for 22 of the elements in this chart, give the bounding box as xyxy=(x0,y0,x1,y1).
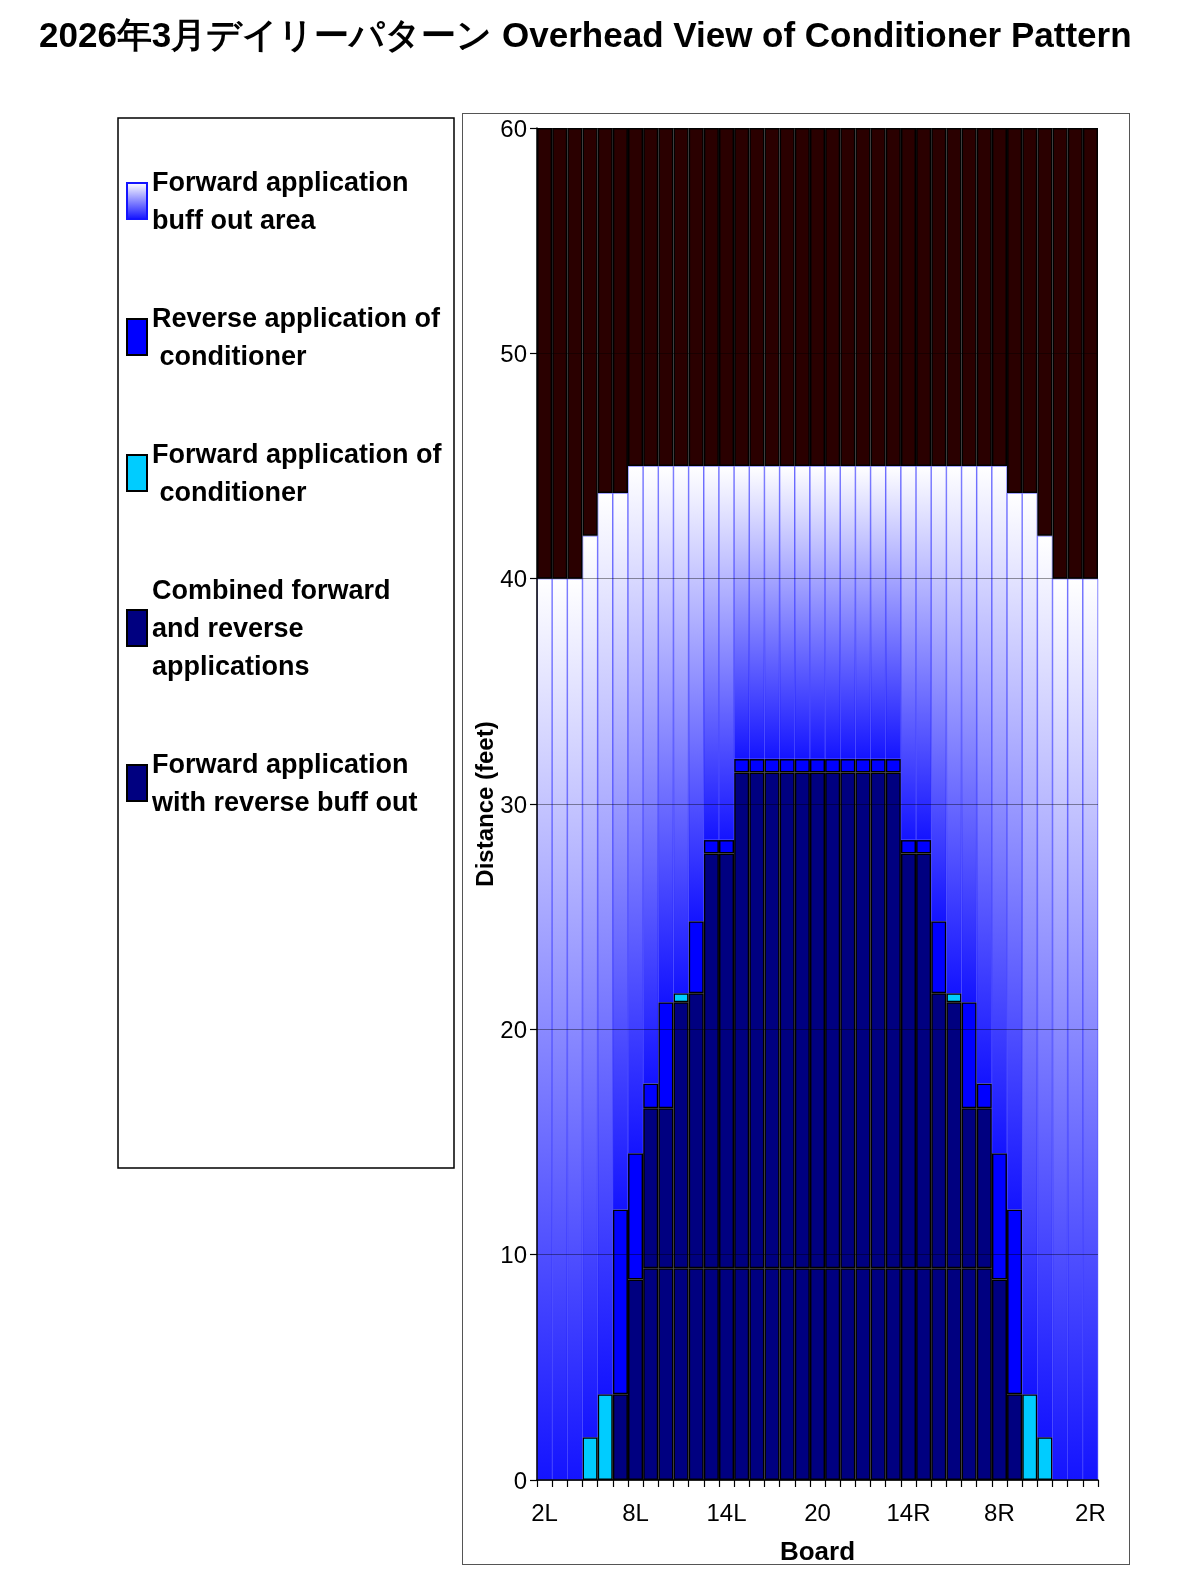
y-tick-label: 20 xyxy=(500,1015,527,1043)
x-tick-label: 14L xyxy=(706,1498,747,1526)
legend-label: Forward application buff out area xyxy=(152,167,417,235)
legend-label: Forward application with reverse buff out xyxy=(151,749,418,817)
x-tick-label: 8R xyxy=(984,1498,1015,1526)
y-tick-label: 60 xyxy=(500,114,527,142)
x-tick-label: 14R xyxy=(886,1498,931,1526)
y-tick-label: 40 xyxy=(500,565,527,593)
x-tick-label: 20 xyxy=(804,1498,831,1526)
y-tick-label: 50 xyxy=(500,339,527,367)
x-tick-label: 2R xyxy=(1075,1498,1106,1526)
x-tick-label: 8L xyxy=(622,1498,649,1526)
chart-title: 2026年3月デイリーパターン Overhead View of Conditioner Pattern xyxy=(39,15,1132,54)
y-tick-label: 0 xyxy=(513,1466,527,1494)
y-tick-label: 30 xyxy=(500,790,527,818)
x-axis-title: Board xyxy=(779,1536,856,1566)
legend-label: Combined forward and reverse applications xyxy=(152,575,399,681)
x-tick-label: 2L xyxy=(531,1498,558,1526)
y-tick-label: 10 xyxy=(500,1241,527,1269)
legend-label: Forward application of conditioner xyxy=(152,439,443,507)
legend-label: Reverse application of conditioner xyxy=(152,303,442,371)
y-axis-title: Distance (feet) xyxy=(470,721,498,887)
